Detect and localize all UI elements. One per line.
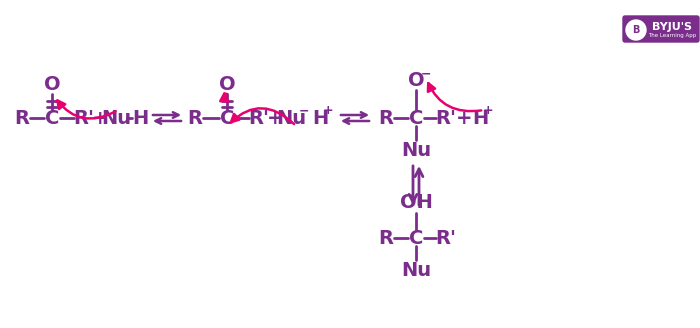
Text: Nu: Nu	[401, 140, 431, 159]
Text: O: O	[43, 75, 60, 94]
Text: B: B	[632, 25, 640, 35]
Text: +: +	[456, 109, 472, 128]
Text: +: +	[323, 105, 333, 117]
Text: C: C	[409, 109, 423, 128]
FancyArrowPatch shape	[231, 108, 294, 124]
Text: R: R	[188, 109, 202, 128]
FancyBboxPatch shape	[623, 16, 699, 42]
Text: −: −	[421, 68, 431, 80]
Text: H: H	[132, 109, 148, 128]
Text: +: +	[483, 105, 493, 117]
Text: The Learning App: The Learning App	[648, 33, 696, 38]
FancyArrowPatch shape	[220, 93, 228, 101]
Text: H: H	[472, 109, 488, 128]
Text: R: R	[15, 109, 29, 128]
Text: Nu: Nu	[276, 109, 306, 128]
Text: +: +	[92, 109, 108, 128]
Circle shape	[626, 20, 646, 40]
Text: BYJU'S: BYJU'S	[652, 22, 692, 32]
Text: R': R'	[74, 109, 95, 128]
Text: R': R'	[435, 109, 456, 128]
Text: C: C	[45, 109, 60, 128]
Text: R': R'	[435, 229, 456, 248]
Text: R: R	[379, 229, 393, 248]
Text: Nu: Nu	[401, 260, 431, 279]
Text: O: O	[407, 71, 424, 90]
Text: +: +	[267, 109, 284, 128]
FancyArrowPatch shape	[57, 100, 116, 118]
Text: Nu: Nu	[101, 109, 131, 128]
Text: R: R	[379, 109, 393, 128]
Text: OH: OH	[400, 194, 433, 213]
Text: −: −	[299, 105, 309, 117]
Text: O: O	[218, 75, 235, 94]
Text: C: C	[409, 229, 423, 248]
Text: R': R'	[248, 109, 270, 128]
Text: C: C	[220, 109, 235, 128]
FancyArrowPatch shape	[428, 83, 482, 111]
Text: H: H	[312, 109, 328, 128]
